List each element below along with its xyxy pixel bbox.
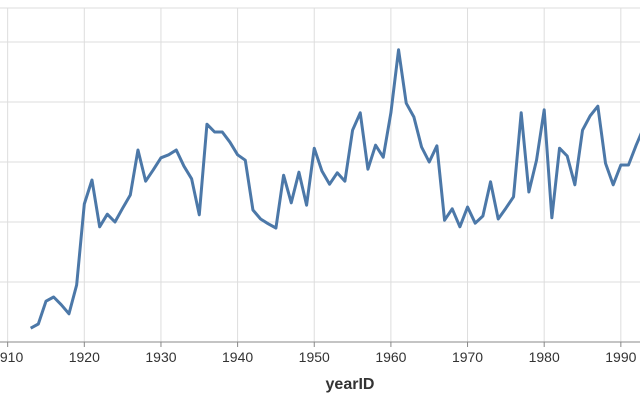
x-tick-label: 1980 — [529, 349, 560, 365]
x-tick-label: 1950 — [299, 349, 330, 365]
x-tick-label: 1930 — [145, 349, 176, 365]
x-axis-label: yearID — [326, 376, 375, 393]
data-line — [29, 48, 640, 330]
x-tick-label: 1940 — [222, 349, 253, 365]
x-tick-label: 1970 — [452, 349, 483, 365]
x-tick-label: 1990 — [605, 349, 636, 365]
x-tick-label: 1920 — [69, 349, 100, 365]
x-tick-label: 1910 — [0, 349, 23, 365]
x-tick-label: 1960 — [375, 349, 406, 365]
